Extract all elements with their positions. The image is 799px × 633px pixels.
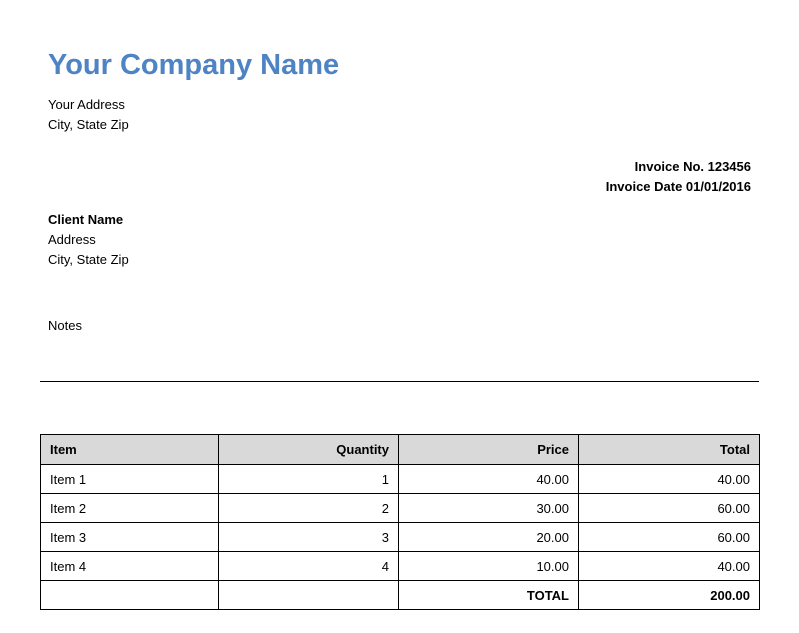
table-header-price: Price	[398, 434, 579, 465]
total-value: 200.00	[578, 580, 760, 610]
table-row: Item 1 1 40.00 40.00	[40, 464, 760, 494]
table-header-quantity: Quantity	[218, 434, 399, 465]
table-row: Item 3 3 20.00 60.00	[40, 522, 760, 552]
table-cell-total: 60.00	[578, 522, 760, 552]
client-name: Client Name	[48, 212, 124, 227]
company-address-block: Your Address City, State Zip	[48, 95, 759, 135]
table-cell-price: 10.00	[398, 551, 579, 581]
table-cell-item: Item 1	[40, 464, 219, 494]
table-cell-quantity: 4	[218, 551, 399, 581]
table-cell-price: 20.00	[398, 522, 579, 552]
table-cell-total: 40.00	[578, 551, 760, 581]
table-cell-empty	[218, 580, 399, 610]
table-row: Item 4 4 10.00 40.00	[40, 551, 760, 581]
company-name: Your Company Name	[48, 49, 340, 81]
table-total-row: TOTAL 200.00	[40, 580, 760, 610]
client-city-state-zip: City, State Zip	[48, 252, 129, 267]
table-header-row: Item Quantity Price Total	[40, 434, 760, 465]
company-address-line: Your Address	[48, 97, 125, 112]
table-cell-item: Item 4	[40, 551, 219, 581]
invoice-date: Invoice Date 01/01/2016	[605, 179, 751, 194]
client-address: Address	[48, 232, 96, 247]
table-cell-total: 60.00	[578, 493, 760, 523]
table-header-item: Item	[40, 434, 219, 465]
table-cell-quantity: 1	[218, 464, 399, 494]
notes-label: Notes	[48, 318, 82, 333]
table-cell-total: 40.00	[578, 464, 760, 494]
section-divider	[40, 381, 759, 382]
items-table: Item Quantity Price Total Item 1 1 40.00…	[40, 434, 760, 610]
invoice-meta-block: Invoice No. 123456 Invoice Date 01/01/20…	[40, 157, 759, 197]
company-city-state-zip: City, State Zip	[48, 117, 129, 132]
total-label: TOTAL	[398, 580, 579, 610]
table-cell-item: Item 2	[40, 493, 219, 523]
table-header-total: Total	[578, 434, 760, 465]
invoice-number: Invoice No. 123456	[634, 159, 751, 174]
table-row: Item 2 2 30.00 60.00	[40, 493, 760, 523]
table-cell-empty	[40, 580, 219, 610]
client-block: Client Name Address City, State Zip	[48, 210, 759, 270]
table-cell-item: Item 3	[40, 522, 219, 552]
table-cell-quantity: 2	[218, 493, 399, 523]
table-cell-quantity: 3	[218, 522, 399, 552]
table-cell-price: 30.00	[398, 493, 579, 523]
table-cell-price: 40.00	[398, 464, 579, 494]
